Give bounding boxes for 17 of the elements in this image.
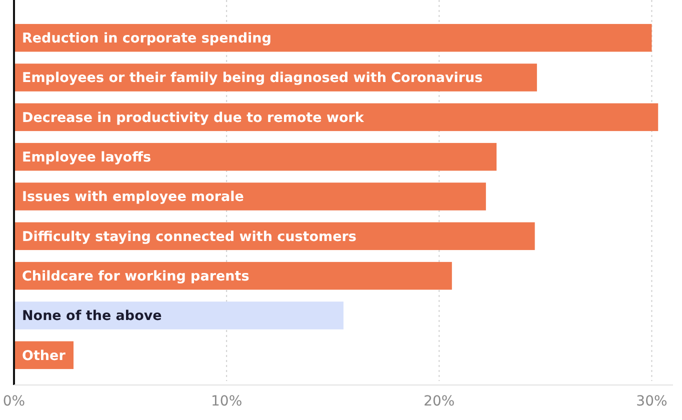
x-tick-label: 10% xyxy=(211,393,242,410)
y-tick-label: Employees or their family being diagnosed with Coronavirus xyxy=(22,70,483,86)
bar xyxy=(14,142,497,171)
y-tick-label: Employee layoffs xyxy=(22,150,152,166)
y-tick-label: Decrease in productivity due to remote work xyxy=(22,110,365,126)
y-tick-label: Other xyxy=(22,348,66,364)
y-tick-label: Childcare for working parents xyxy=(22,268,250,285)
y-tick-label: Issues with employee morale xyxy=(22,189,244,206)
x-tick-label: 30% xyxy=(636,393,668,410)
bar xyxy=(14,302,344,330)
y-tick-label: Difficulty staying connected with customers xyxy=(22,228,356,245)
bar xyxy=(14,24,652,52)
y-tick-label: None of the above xyxy=(22,308,162,324)
bar xyxy=(14,182,486,210)
y-tick-label: Reduction in corporate spending xyxy=(22,30,272,47)
x-tick-label: 20% xyxy=(424,393,455,410)
x-tick-label: 0% xyxy=(2,393,26,410)
